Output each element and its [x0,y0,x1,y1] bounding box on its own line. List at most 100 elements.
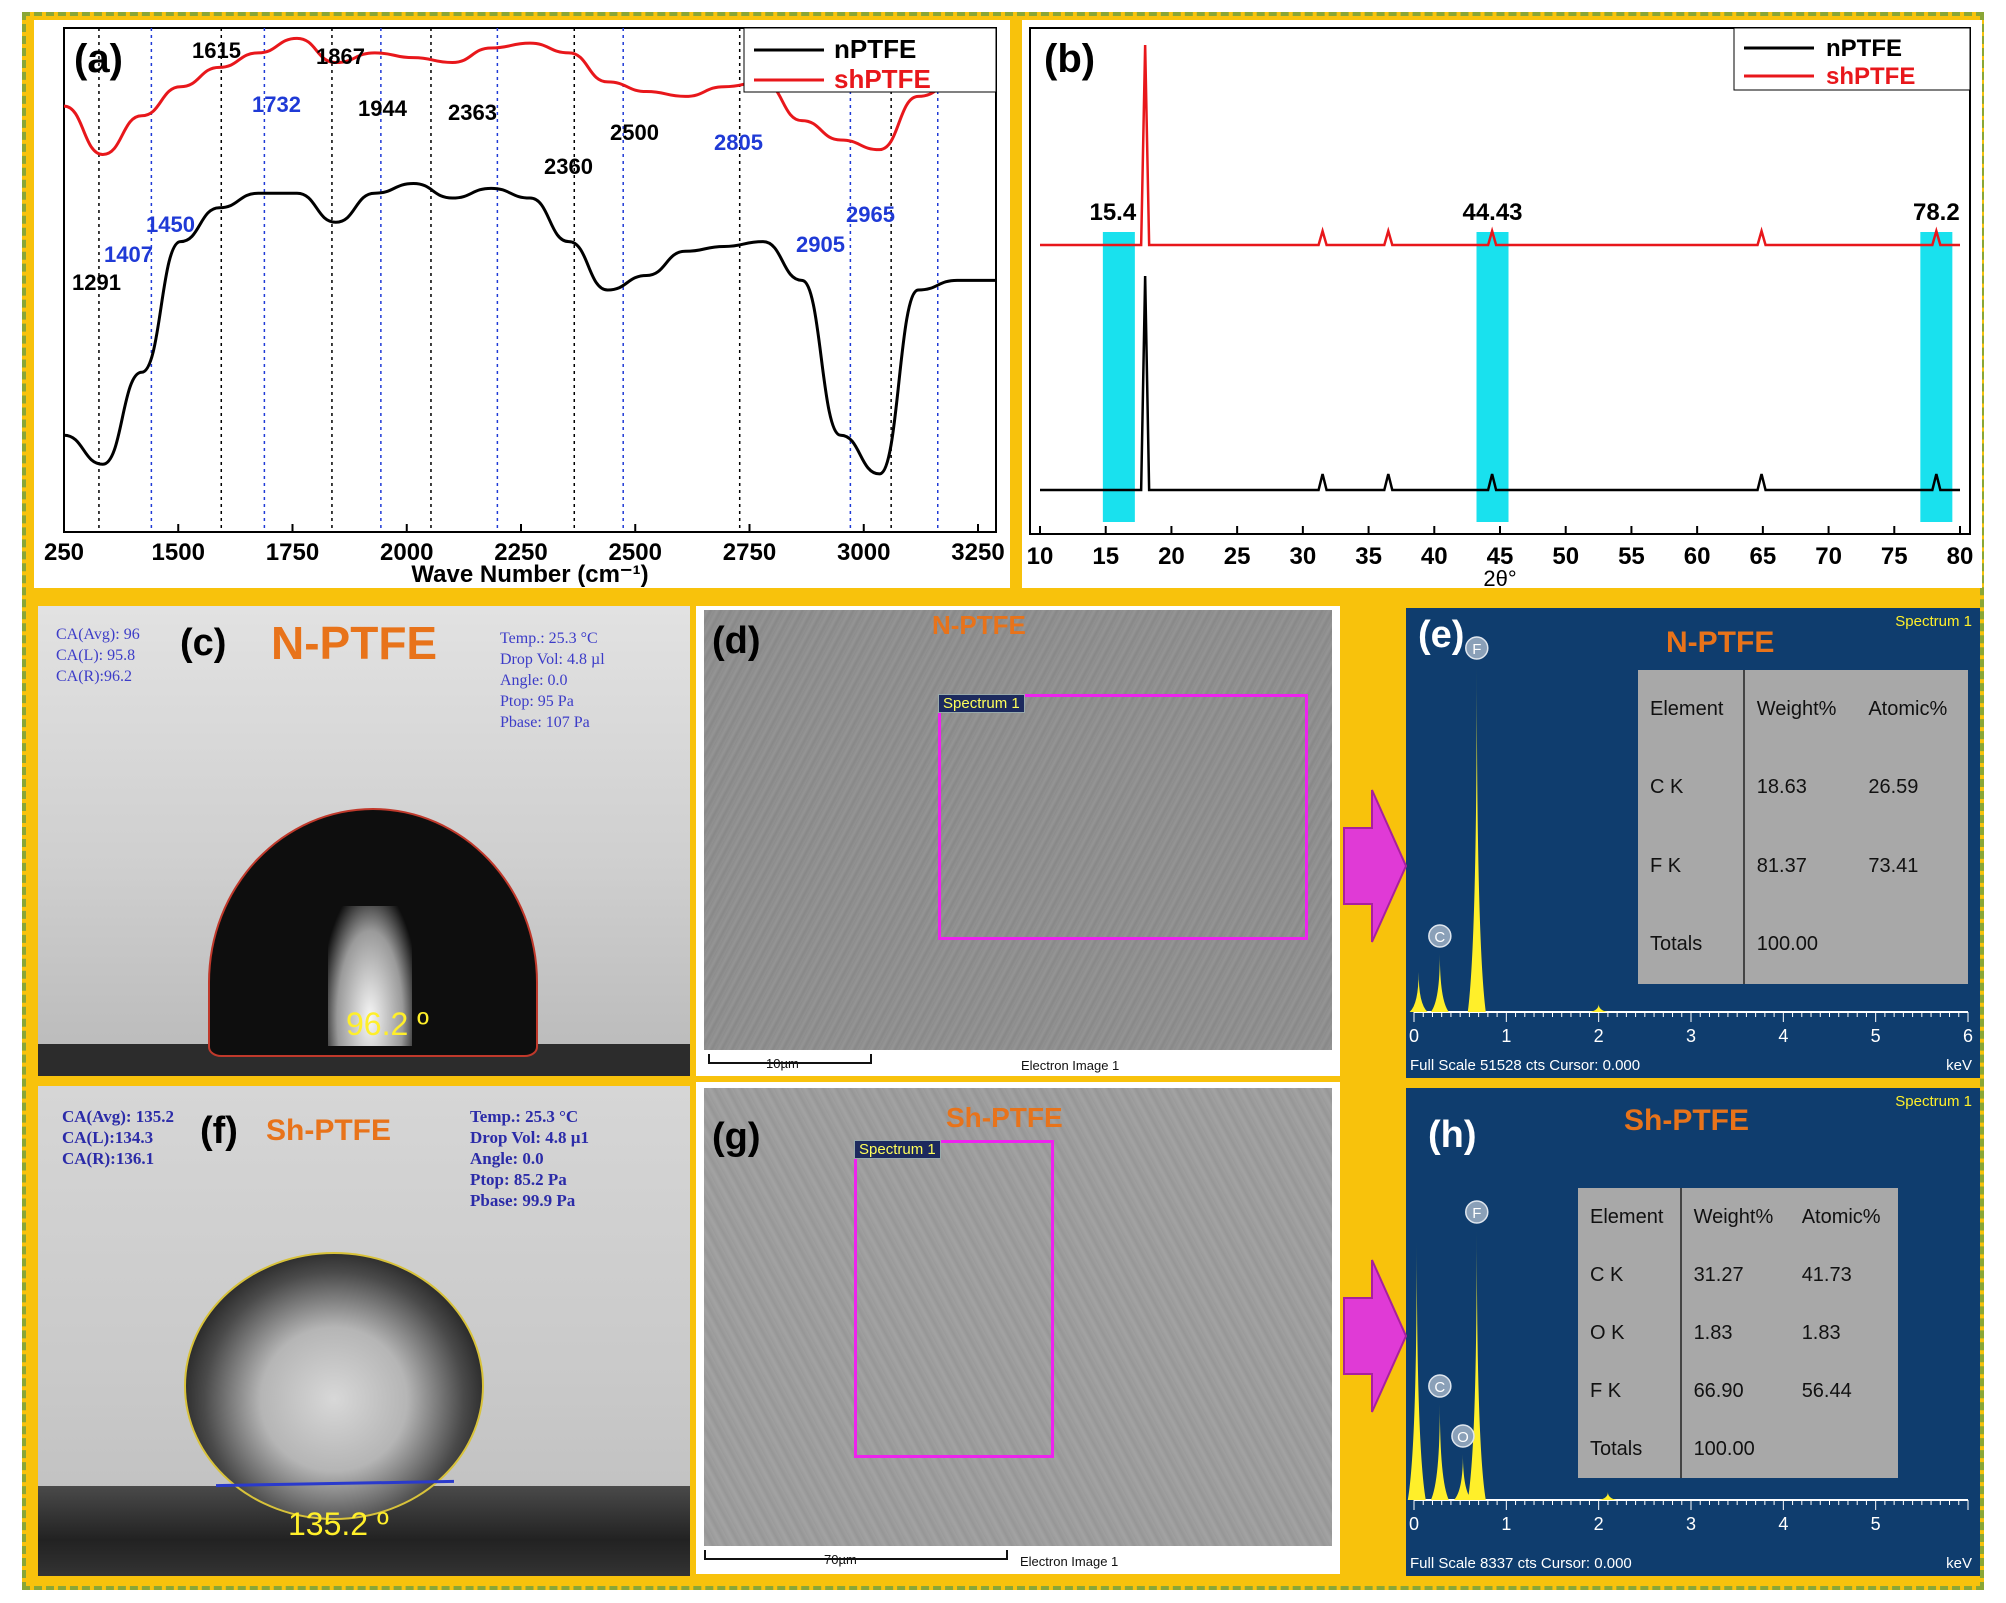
table-cell [1790,1420,1897,1478]
series-line-nPTFE [63,182,996,476]
contact-angle-value: 135.2 º [288,1506,389,1542]
spectrum-footer: Full Scale 8337 cts Cursor: 0.000 [1410,1555,1632,1572]
panel-title: N-PTFE [932,610,1026,640]
spectrum-peak [1407,1240,1426,1500]
peak-annotation: 1291 [72,270,121,295]
x-tick-label: 0 [1409,1026,1419,1046]
panel-label: (g) [712,1116,761,1158]
panel-f-contact-angle: CA(Avg): 135.2 CA(L):134.3 CA(R):136.1 T… [38,1086,690,1576]
peak-annotation: 1867 [316,44,365,69]
scale-bar [708,1054,872,1064]
peak-annotation: 2360 [544,154,593,179]
spectrum-peak [1453,1454,1472,1500]
table-cell: 1.83 [1693,1321,1733,1344]
x-tick-label: 55 [1618,543,1645,570]
legend-label: shPTFE [1826,63,1915,90]
contact-angle-value: 96.2 º [346,1006,429,1042]
series-line-nPTFE [1040,275,1960,492]
x-tick-label: 15 [1092,543,1119,570]
x-tick-label: 5 [1871,1514,1881,1534]
spectrum-roi [938,694,1308,940]
x-tick-label: 2250 [494,539,547,566]
ca-readout: CA(Avg): 135.2 CA(L):134.3 CA(R):136.1 [62,1107,175,1168]
x-tick-label: 3 [1686,1514,1696,1534]
scale-bar [704,1550,1008,1560]
ftir-chart: 250 1500 1750 2000 2250 2500 2750 3000 3250 Wave … [44,27,1005,588]
x-tick-label: 2750 [723,539,776,566]
xrd-chart: 15.4 44.43 78.2 10 15 20 25 30 35 40 45 50 55 60 65 70 7… [1027,27,1974,591]
column-header: Atomic% [1868,697,1948,720]
peak-annotation: 2363 [448,100,497,125]
table-row: O K 1.83 1.83 [1578,1304,1897,1362]
legend-label: shPTFE [834,64,931,94]
spectrum-tag: Spectrum 1 [854,1140,941,1159]
x-axis-label: keV [1946,1555,1972,1572]
table-cell: Totals [1578,1420,1682,1478]
table-header: Element Weight% Atomic% [1578,1188,1897,1246]
x-tick-label: 75 [1881,543,1908,570]
peak-annotation: 2965 [846,202,895,227]
peak-annotation: 1450 [146,212,195,237]
composition-table: Element Weight% Atomic% C K 18.63 26.59 F K 81.… [1638,670,1968,984]
spectrum-corner-label: Spectrum 1 [1895,613,1972,630]
peak-label: O [1457,1429,1469,1446]
table-row: Totals 100.00 [1578,1420,1897,1478]
column-header: Element [1578,1188,1682,1246]
peak-marker [1428,1374,1452,1398]
x-axis-label: 2θ° [1483,566,1516,588]
table-cell: 73.41 [1868,854,1919,877]
table-cell: 41.73 [1801,1263,1852,1286]
x-tick-label: 1 [1501,1026,1511,1046]
eds-spectrum: 0 1 2 3 4 5 C O F Full Scale 8337 cts Cursor: 0.0… [1407,1093,1972,1572]
spectrum-footer: Full Scale 51528 cts Cursor: 0.000 [1410,1057,1640,1074]
x-tick-label: 1500 [152,539,205,566]
measurement-params: Temp.: 25.3 °C Drop Vol: 4.8 µl Angle: 0… [500,630,605,731]
table-cell: 1.83 [1801,1321,1841,1344]
sem-image [704,610,1332,1050]
highlight-band [1476,232,1509,522]
peak-annotation: 2500 [610,120,659,145]
x-axis-label: keV [1946,1057,1972,1074]
spectrum-peak [1430,1404,1449,1500]
column-header: Atomic% [1801,1205,1881,1228]
x-tick-label: 35 [1355,543,1382,570]
table-cell: 31.27 [1693,1263,1744,1286]
panel-label: (f) [200,1110,238,1152]
table-cell [1856,906,1967,985]
x-tick-label: 50 [1552,543,1579,570]
table-cell: 100.00 [1693,1437,1755,1460]
peak-label: F [1472,1205,1481,1222]
highlight-band [1102,232,1135,522]
table-cell: F K [1638,827,1745,906]
table-row: C K 18.63 26.59 [1638,748,1967,827]
highlight-band [1920,232,1953,522]
x-tick-label: 250 [44,539,84,566]
x-tick-label: 80 [1947,543,1974,570]
x-tick-label: 70 [1815,543,1842,570]
panel-g-sem: (g) Sh-PTFE Spectrum 1 70µm Electron Ima… [696,1082,1340,1574]
table-cell: C K [1638,748,1745,827]
x-tick-label: 3 [1686,1026,1696,1046]
series-line-shPTFE [63,36,997,156]
peak-annotation: 1732 [252,92,301,117]
eds-spectrum: 0 1 2 3 4 5 6 C F Full Scale 51528 cts Cursor: 0.… [1409,613,1973,1074]
spectrum-peak [1467,666,1486,1012]
panel-label: (h) [1428,1114,1477,1156]
arrow-icon [1343,1259,1408,1413]
column-header: Weight% [1693,1205,1774,1228]
panel-label: (b) [1044,37,1095,81]
table-cell: 56.44 [1801,1379,1852,1402]
water-droplet [184,1252,484,1520]
x-tick-label: 65 [1750,543,1777,570]
peak-label: F [1472,641,1481,658]
panel-e-eds: 0 1 2 3 4 5 6 C F Full Scale 51528 cts Cursor: 0.… [1406,608,1980,1078]
peak-annotation: 1944 [358,96,408,121]
highlight-label: 78.2 [1913,199,1960,226]
panel-label: (d) [712,620,761,662]
peak-marker [1465,636,1489,660]
table-cell: F K [1578,1362,1682,1420]
x-tick-label: 2000 [380,539,433,566]
x-tick-label: 10 [1027,543,1054,570]
column-header: Weight% [1756,697,1837,720]
table-row: C K 31.27 41.73 [1578,1246,1897,1304]
